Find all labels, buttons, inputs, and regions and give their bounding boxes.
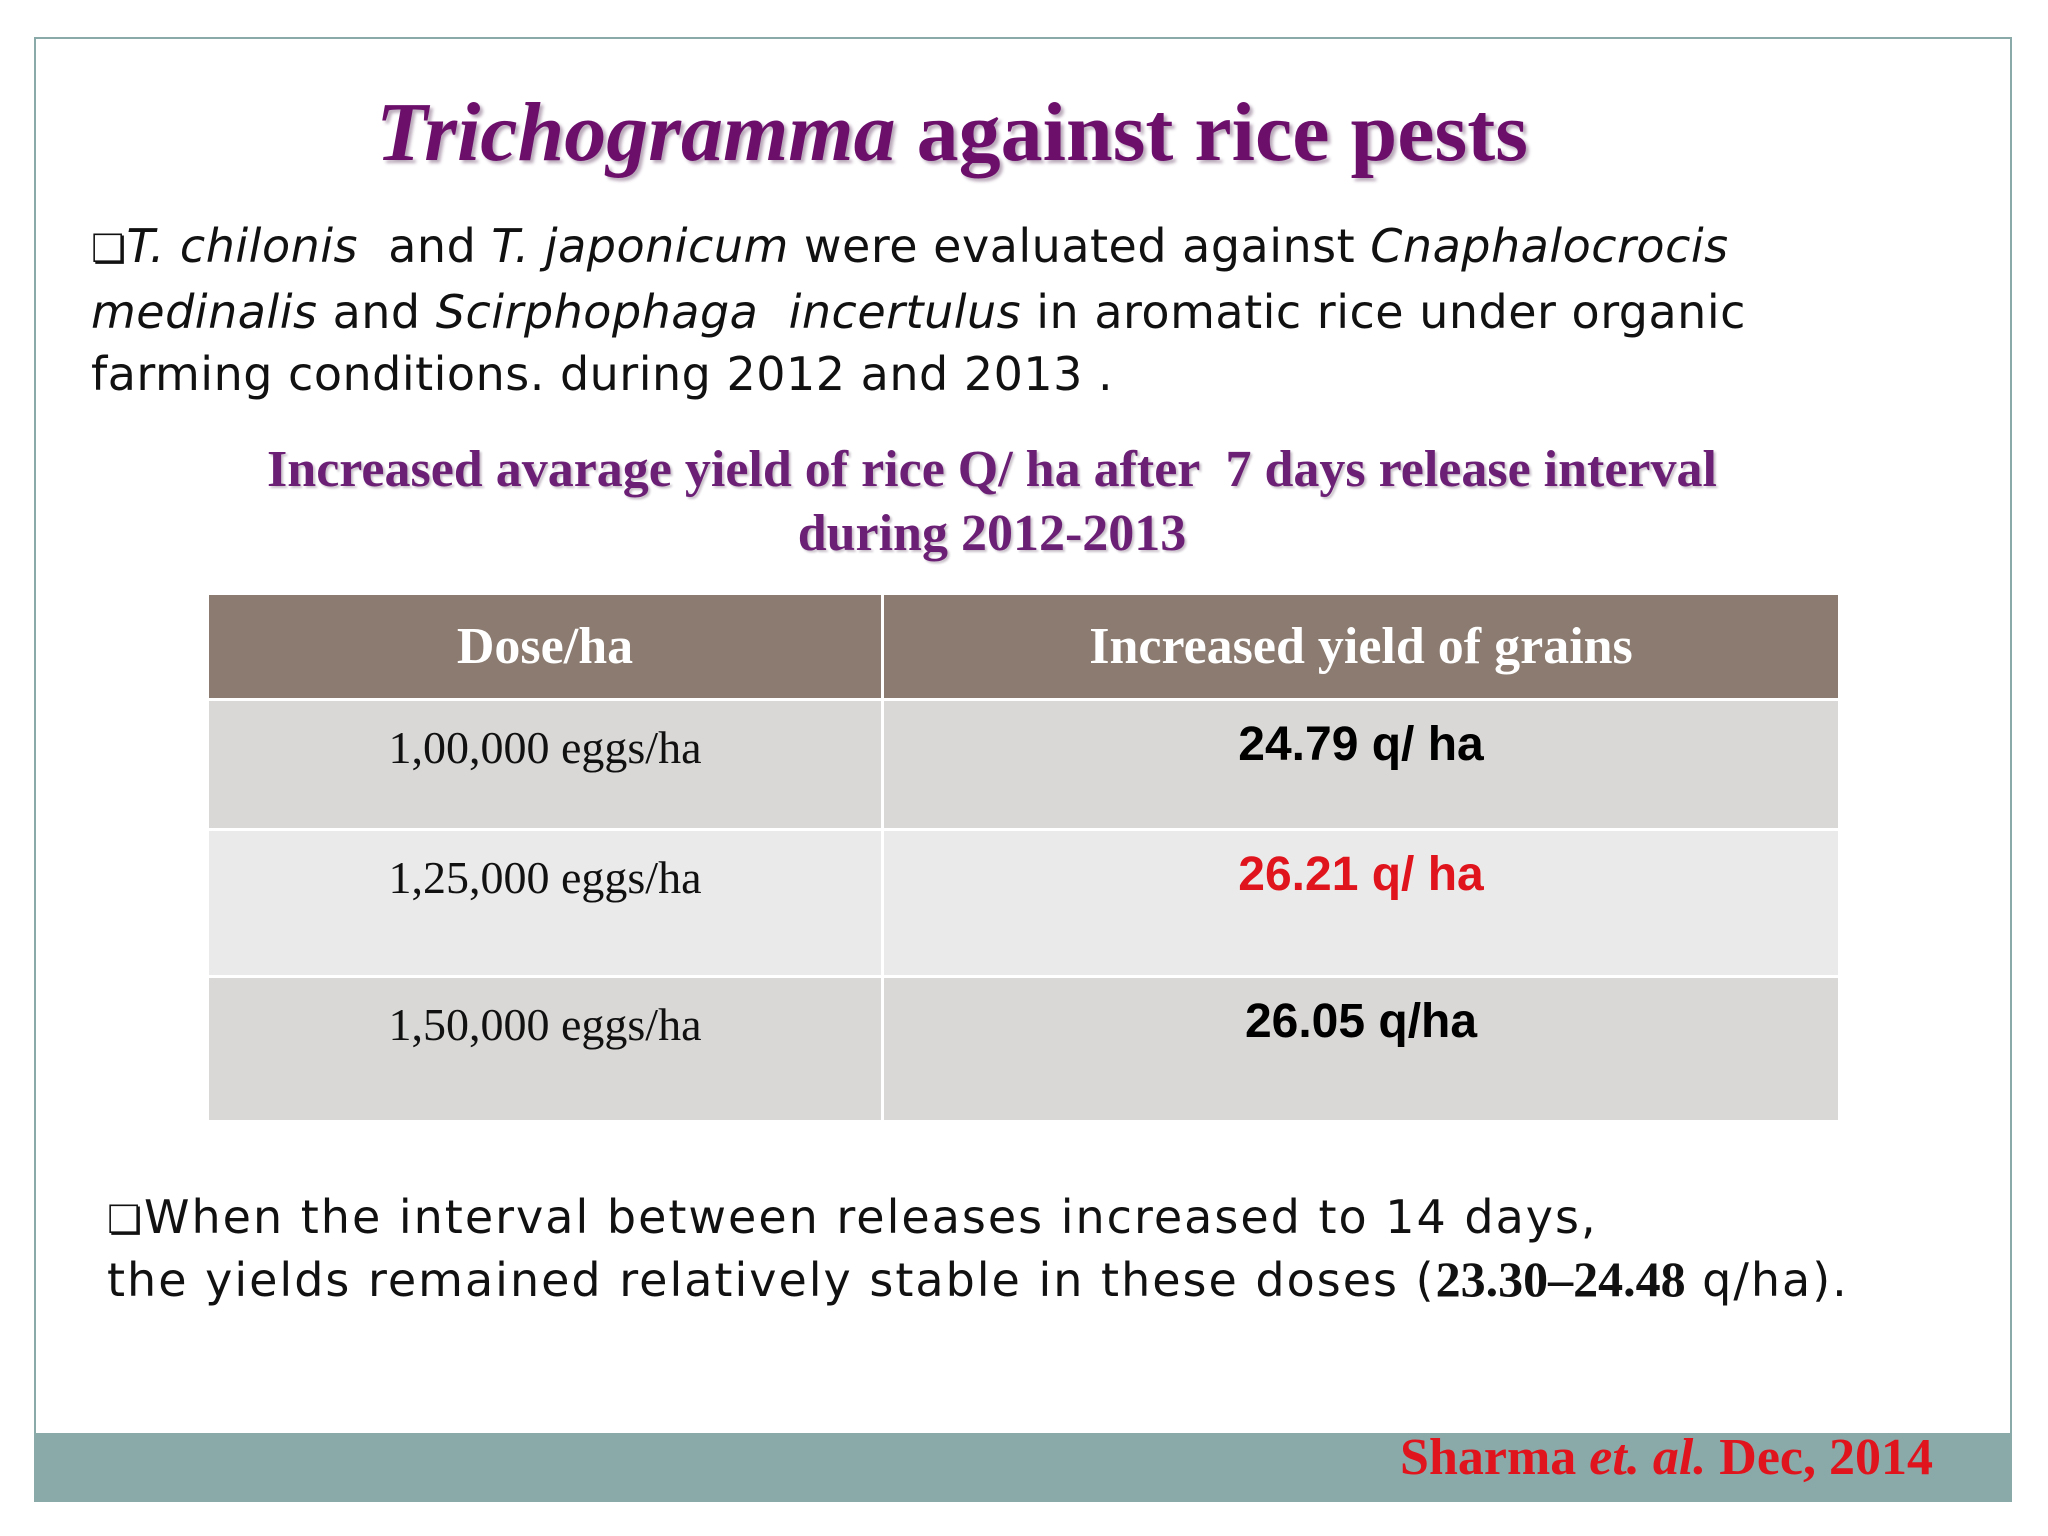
intro-paragraph: T. chilonis and T. japonicum were evalua…	[91, 215, 1746, 405]
row: 1,00,000 eggs/ha 24.79 q/ ha	[206, 698, 1841, 831]
dose-cell: 1,00,000 eggs/ha	[206, 698, 884, 831]
header-cell: Dose/ha	[206, 592, 884, 701]
row: 1,25,000 eggs/ha 26.21 q/ ha	[206, 828, 1841, 978]
text: and	[317, 285, 436, 339]
species: T. japonicum	[491, 219, 789, 273]
range: 23.30–24.48	[1435, 1251, 1686, 1307]
yield-cell: 26.05 q/ha	[881, 975, 1841, 1123]
species: T. chilonis	[126, 219, 358, 273]
text: q/ha).	[1685, 1253, 1849, 1307]
subtitle-line: Increased avarage yield of rice Q/ ha af…	[267, 441, 1717, 498]
title-italic: Trichogramma	[376, 86, 896, 179]
yield-cell: 26.21 q/ ha	[881, 828, 1841, 978]
footer-bar	[34, 1433, 2012, 1502]
subtitle-line: during 2012-2013	[797, 505, 1187, 562]
species: Scirphophaga incertulus	[435, 285, 1022, 339]
yield-cell: 24.79 q/ ha	[881, 698, 1841, 831]
species: medinalis	[91, 285, 318, 339]
subtitle: Increased avarage yield of rice Q/ ha af…	[0, 438, 2016, 566]
yield-table: Dose/ha Increased yield of grains 1,00,0…	[206, 592, 1841, 1123]
note-paragraph: When the interval between releases incre…	[107, 1188, 1849, 1309]
citation: Sharma et. al. Dec, 2014	[1400, 1428, 1933, 1487]
et-al: et. al.	[1589, 1429, 1707, 1486]
row: 1,50,000 eggs/ha 26.05 q/ha	[206, 975, 1841, 1123]
date: Dec, 2014	[1706, 1429, 1933, 1486]
dose-cell: 1,50,000 eggs/ha	[206, 975, 884, 1123]
text: were evaluated against	[788, 219, 1371, 273]
text: in aromatic rice under organic	[1021, 285, 1746, 339]
header-row: Dose/ha Increased yield of grains	[206, 592, 1841, 701]
dose-cell: 1,25,000 eggs/ha	[206, 828, 884, 978]
text: and	[357, 219, 492, 273]
species: Cnaphalocrocis	[1370, 219, 1729, 273]
slide-title: Trichogramma against rice pests	[0, 84, 1976, 181]
author: Sharma	[1400, 1429, 1590, 1486]
title-text: against rice pests	[895, 86, 1528, 179]
text: the yields remained relatively stable in…	[107, 1253, 1436, 1307]
text: farming conditions. during 2012 and 2013…	[91, 347, 1114, 401]
text: When the interval between releases incre…	[144, 1190, 1598, 1244]
header-cell: Increased yield of grains	[881, 592, 1841, 701]
note-line: When the interval between releases incre…	[107, 1188, 1849, 1250]
